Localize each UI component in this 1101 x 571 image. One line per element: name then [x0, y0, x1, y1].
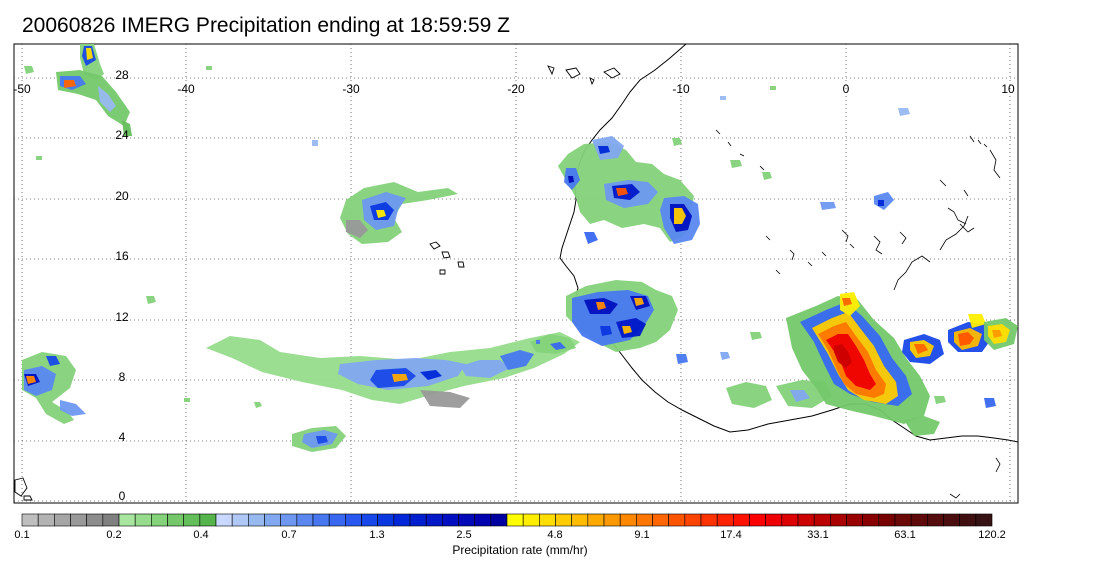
colorbar-swatch: [361, 513, 378, 527]
colorbar-swatch: [700, 513, 718, 527]
colorbar-swatch: [425, 513, 443, 527]
colorbar-swatch: [797, 513, 815, 527]
colorbar-label: 0.2: [106, 529, 122, 541]
colorbar-swatch: [587, 513, 605, 527]
colorbar-swatch: [668, 513, 686, 527]
colorbar-label: 4.8: [547, 529, 563, 541]
colorbar-label: 0.4: [193, 529, 209, 541]
colorbar-swatch: [264, 513, 281, 527]
colorbar-swatch: [442, 513, 459, 527]
colorbar-swatch: [975, 513, 993, 527]
colorbar: [21, 513, 993, 527]
colorbar-swatch: [522, 513, 540, 527]
colorbar-swatch: [830, 513, 847, 527]
colorbar-swatch: [280, 513, 298, 527]
colorbar-swatch: [490, 513, 508, 527]
colorbar-swatch: [118, 513, 136, 527]
colorbar-swatch: [134, 513, 152, 527]
colorbar-label: 0.1: [14, 529, 30, 541]
longitude-labels: -50 -40 -30 -20 -10 0 10: [13, 82, 1015, 96]
colorbar-swatch: [151, 513, 168, 527]
colorbar-swatch: [296, 513, 314, 527]
colorbar-title: Precipitation rate (mm/hr): [452, 543, 588, 557]
colorbar-swatch: [183, 513, 201, 527]
colorbar-swatch: [684, 513, 702, 527]
colorbar-label: 33.1: [807, 529, 829, 541]
colorbar-swatch: [813, 513, 831, 527]
lon-tick: -40: [177, 82, 195, 96]
lon-tick: -10: [672, 82, 690, 96]
colorbar-swatch: [328, 513, 346, 527]
colorbar-swatch: [878, 513, 896, 527]
map-title: 20060826 IMERG Precipitation ending at 1…: [22, 14, 510, 37]
colorbar-swatch: [70, 513, 87, 527]
lat-tick: 20: [115, 189, 129, 203]
colorbar-swatch: [102, 513, 120, 527]
colorbar-swatch: [506, 513, 524, 527]
lat-tick: 8: [119, 370, 126, 384]
rivers-lakes: [715, 129, 1001, 499]
lat-tick: 28: [115, 68, 129, 82]
colorbar-swatch: [652, 513, 669, 527]
colorbar-swatch: [345, 513, 362, 527]
colorbar-swatch: [619, 513, 637, 527]
colorbar-label: 1.3: [369, 529, 385, 541]
colorbar-swatch: [248, 513, 265, 527]
colorbar-swatch: [199, 513, 217, 527]
colorbar-swatch: [781, 513, 799, 527]
colorbar-swatch: [959, 513, 977, 527]
colorbar-swatch: [894, 513, 912, 527]
colorbar-swatch: [539, 513, 556, 527]
colorbar-swatch: [474, 513, 492, 527]
colorbar-swatch: [409, 513, 427, 527]
colorbar-swatch: [733, 513, 750, 527]
colorbar-swatch: [37, 513, 55, 527]
lon-tick: 10: [1001, 82, 1015, 96]
colorbar-label: 0.7: [281, 529, 297, 541]
colorbar-swatch: [167, 513, 184, 527]
lat-tick: 4: [119, 430, 126, 444]
map-frame: [13, 43, 1019, 504]
latitude-labels: 28 24 20 16 12 8 4 0: [115, 68, 129, 503]
colorbar-swatch: [377, 513, 395, 527]
colorbar-swatch: [927, 513, 944, 527]
colorbar-swatch: [312, 513, 330, 527]
colorbar-swatch: [571, 513, 589, 527]
lat-tick: 12: [115, 310, 129, 324]
colorbar-swatch: [862, 513, 880, 527]
colorbar-label: 2.5: [456, 529, 472, 541]
lon-tick: -20: [507, 82, 525, 96]
colorbar-swatch: [846, 513, 863, 527]
colorbar-label: 9.1: [634, 529, 650, 541]
colorbar-label: 120.2: [978, 529, 1006, 541]
colorbar-label: 17.4: [720, 529, 742, 541]
lon-tick: 0: [843, 82, 850, 96]
colorbar-swatch: [215, 513, 233, 527]
colorbar-swatch: [943, 513, 960, 527]
colorbar-swatch: [765, 513, 783, 527]
lat-tick: 16: [115, 249, 129, 263]
colorbar-swatch: [603, 513, 621, 527]
colorbar-label: 63.1: [894, 529, 916, 541]
colorbar-swatch: [86, 513, 104, 527]
colorbar-swatch: [231, 513, 249, 527]
lat-tick: 24: [115, 128, 129, 142]
lon-tick: -30: [342, 82, 360, 96]
colorbar-swatch: [555, 513, 572, 527]
colorbar-swatch: [716, 513, 734, 527]
islands-outline: [14, 65, 621, 501]
colorbar-swatch: [910, 513, 928, 527]
colorbar-swatch: [458, 513, 475, 527]
colorbar-swatch: [393, 513, 411, 527]
colorbar-swatch: [54, 513, 71, 527]
colorbar-swatch: [636, 513, 653, 527]
colorbar-swatch: [21, 513, 39, 527]
lat-tick: 0: [119, 489, 126, 503]
lon-tick: -50: [13, 82, 31, 96]
colorbar-swatch: [749, 513, 766, 527]
precipitation-fields: [22, 44, 1018, 452]
